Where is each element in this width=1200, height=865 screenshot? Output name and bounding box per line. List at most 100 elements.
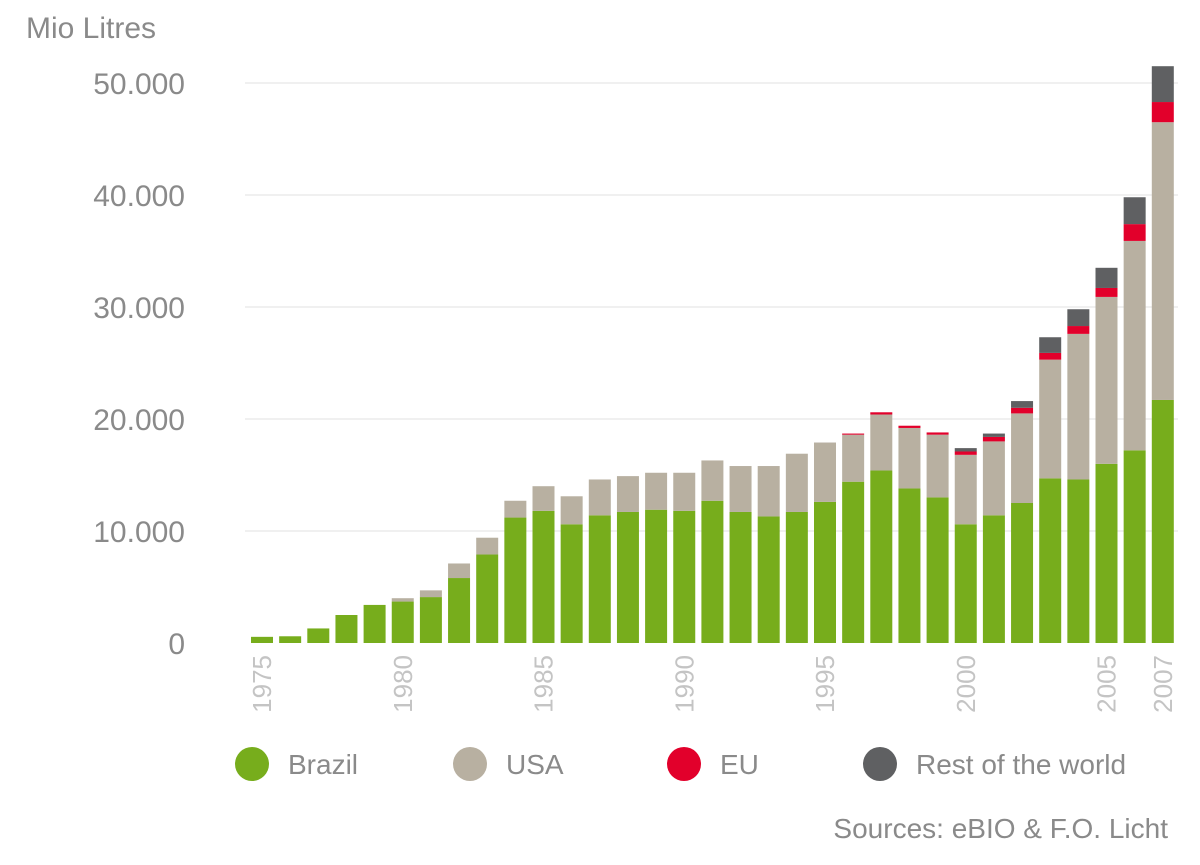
bar-stack-2007 [1151,66,1174,643]
legend-item-usa: USA [453,747,564,781]
bar-usa-1997 [870,414,893,471]
bar-stacks [251,66,1174,643]
y-axis-ticks: 50.000 40.000 30.000 20.000 10.000 0 [93,68,185,661]
bar-stack-1993 [757,466,780,643]
bar-brazil-1992 [729,511,752,643]
bar-usa-1991 [701,460,724,501]
bar-usa-1990 [673,472,696,511]
legend-item-rest-of-the-world: Rest of the world [863,747,1126,781]
bar-brazil-2000 [954,524,977,643]
bar-usa-1988 [616,476,639,512]
bar-brazil-2007 [1151,399,1174,643]
y-axis-unit-label: Mio Litres [26,12,156,45]
bar-brazil-1977 [307,628,330,643]
bar-stack-1995 [814,442,836,643]
bar-rest-of-the-world-2006 [1123,197,1146,225]
bar-brazil-1990 [673,510,696,643]
bar-eu-2001 [982,436,1005,442]
bar-brazil-1999 [926,497,949,643]
bar-stack-1992 [729,466,752,643]
legend-swatch [235,747,269,781]
bar-stack-2000 [954,448,977,643]
bar-brazil-1984 [504,517,527,643]
legend-swatch [667,747,701,781]
bar-brazil-1996 [842,481,865,643]
legend-item-eu: EU [667,747,759,781]
bar-stack-1997 [870,412,893,643]
bar-usa-1986 [560,496,583,525]
bar-rest-of-the-world-2005 [1095,267,1118,288]
bar-stack-2001 [982,433,1005,643]
bar-rest-of-the-world-2003 [1039,337,1062,353]
bar-brazil-1995 [814,501,836,643]
bar-usa-2006 [1123,240,1146,451]
bar-usa-1983 [476,537,499,555]
bar-brazil-1993 [757,516,780,643]
bar-usa-1993 [757,466,780,517]
bar-eu-2000 [954,451,977,455]
legend-label: Brazil [288,749,358,780]
x-tick-label: 1990 [669,655,699,713]
x-tick-label: 1980 [388,655,418,713]
bar-stack-1988 [616,476,639,643]
y-tick-label: 50.000 [93,68,185,101]
bar-stack-1999 [926,432,949,643]
x-tick-label: 1995 [810,655,840,713]
bar-brazil-1997 [870,470,893,643]
bar-brazil-1998 [898,488,921,643]
bar-brazil-2002 [1011,503,1034,643]
legend-label: EU [720,749,759,780]
bar-usa-2004 [1067,333,1090,480]
bar-eu-2002 [1011,407,1034,414]
bar-brazil-1987 [588,515,611,643]
bar-usa-1998 [898,427,921,489]
bar-usa-1996 [842,434,865,482]
bar-brazil-1980 [391,601,414,643]
y-tick-label: 30.000 [93,292,185,325]
bar-usa-1999 [926,434,949,498]
bar-brazil-2005 [1095,463,1118,643]
bar-usa-2002 [1011,413,1034,503]
bar-usa-1995 [814,442,836,502]
bar-usa-1989 [645,472,668,510]
bar-usa-2001 [982,441,1005,516]
bar-eu-2004 [1067,326,1090,334]
bar-stack-1980 [391,598,414,643]
bar-usa-1992 [729,466,752,512]
bar-brazil-2004 [1067,479,1090,643]
bar-stack-1981 [419,590,442,643]
bar-brazil-1986 [560,524,583,643]
bar-brazil-1975 [251,636,273,643]
bar-brazil-2001 [982,515,1005,643]
bar-rest-of-the-world-2002 [1011,401,1034,408]
y-tick-label: 10.000 [93,516,185,549]
bar-brazil-1982 [448,578,471,643]
bar-stack-2006 [1123,197,1146,643]
bar-usa-1982 [448,563,471,579]
legend: Brazil USA EU Rest of the world [235,747,1126,781]
bar-brazil-1978 [335,615,358,643]
bar-eu-2005 [1095,287,1118,297]
bar-stack-1991 [701,460,724,643]
bar-stack-1990 [673,472,696,643]
bar-brazil-1991 [701,500,724,643]
bar-stack-2004 [1067,309,1090,643]
bar-usa-2000 [954,454,977,525]
bar-rest-of-the-world-2000 [954,448,977,452]
legend-swatch [863,747,897,781]
y-tick-label: 40.000 [93,180,185,213]
bar-rest-of-the-world-2004 [1067,309,1090,327]
bar-usa-2005 [1095,296,1118,464]
bar-usa-2007 [1151,122,1174,400]
bar-stack-2005 [1095,267,1118,643]
bar-brazil-2003 [1039,478,1062,643]
x-axis-ticks: 1975 1980 1985 1990 1995 2000 2005 2007 [247,655,1178,713]
bar-usa-1981 [419,590,442,598]
bar-stack-1984 [504,500,527,643]
bar-eu-2007 [1151,102,1174,123]
bar-usa-1994 [785,453,808,512]
x-tick-label: 2000 [951,655,981,713]
bar-usa-1984 [504,500,527,518]
bar-eu-2006 [1123,224,1146,241]
